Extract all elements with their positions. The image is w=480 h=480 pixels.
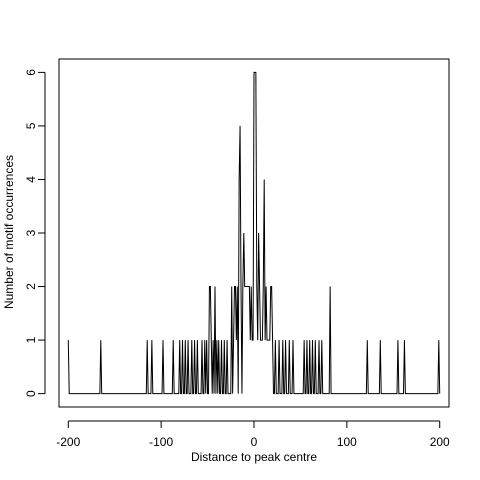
y-axis: 0 1 2 3 4 5 6 <box>24 69 46 397</box>
y-ticks: 0 1 2 3 4 5 6 <box>24 69 45 397</box>
y-tick-label: 1 <box>24 336 38 343</box>
y-tick-label: 4 <box>24 176 38 183</box>
series-line <box>67 71 441 395</box>
y-tick-label: 3 <box>24 229 38 236</box>
y-tick-label: 5 <box>24 122 38 129</box>
y-axis-title: Number of motif occurrences <box>2 155 16 309</box>
y-tick-label: 0 <box>24 390 38 397</box>
x-tick-label: 100 <box>337 435 357 449</box>
x-tick-label: -200 <box>56 435 80 449</box>
x-axis-title: Distance to peak centre <box>191 450 317 464</box>
x-tick-label: 0 <box>251 435 258 449</box>
x-axis: -200 -100 0 100 200 <box>56 420 450 449</box>
x-tick-label: -100 <box>149 435 173 449</box>
y-tick-label: 2 <box>24 283 38 290</box>
plot-frame <box>58 58 450 408</box>
y-tick-label: 6 <box>24 69 38 76</box>
x-tick-label: 200 <box>430 435 450 449</box>
x-ticks: -200 -100 0 100 200 <box>56 421 450 449</box>
